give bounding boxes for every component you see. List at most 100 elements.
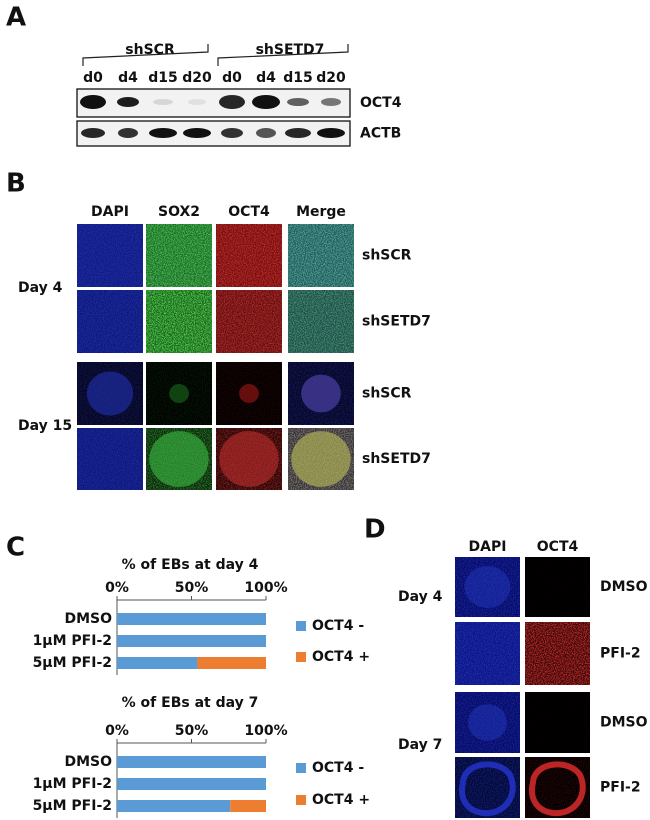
label: OCT4 + <box>312 792 370 808</box>
label: Day 4 <box>398 589 443 605</box>
label: OCT4 <box>360 95 402 111</box>
label: SOX2 <box>158 204 200 220</box>
legend-swatch <box>296 763 306 773</box>
label: ACTB <box>360 126 401 142</box>
label: d0 <box>83 70 103 86</box>
label: OCT4 - <box>312 618 364 634</box>
label: OCT4 <box>228 204 270 220</box>
label: PFI-2 <box>600 780 641 796</box>
micrograph-texture <box>288 362 354 425</box>
label: d15 <box>148 70 178 86</box>
micrograph-texture <box>146 224 212 287</box>
x-tick-label: 100% <box>244 580 287 596</box>
band <box>117 97 139 107</box>
label: shSETD7 <box>362 314 431 330</box>
band <box>183 128 211 138</box>
label: d4 <box>256 70 276 86</box>
category-label: 1µM PFI-2 <box>33 633 112 649</box>
category-label: 5µM PFI-2 <box>33 655 112 671</box>
legend-swatch <box>296 621 306 631</box>
micrograph-texture <box>525 757 590 818</box>
label: % of EBs at day 7 <box>122 695 259 711</box>
legend-swatch <box>296 795 306 805</box>
label: d15 <box>283 70 313 86</box>
micrograph-texture <box>146 362 212 425</box>
label: PFI-2 <box>600 646 641 662</box>
label: Day 15 <box>18 418 72 434</box>
category-label: 1µM PFI-2 <box>33 776 112 792</box>
label: Merge <box>296 204 346 220</box>
band <box>285 128 311 138</box>
category-label: 5µM PFI-2 <box>33 798 112 814</box>
label: d4 <box>118 70 138 86</box>
panel-label: C <box>6 533 25 563</box>
legend-swatch <box>296 652 306 662</box>
label: Day 7 <box>398 737 442 753</box>
band <box>221 128 243 138</box>
group-bracket <box>217 44 349 66</box>
x-tick-label: 50% <box>175 723 209 739</box>
label: % of EBs at day 4 <box>122 557 259 573</box>
micrograph-texture <box>525 692 590 753</box>
band <box>252 95 280 109</box>
micrograph-texture <box>216 428 282 490</box>
label: DMSO <box>600 579 648 595</box>
bar-segment <box>117 635 266 647</box>
micrograph-texture <box>288 290 354 353</box>
label: d0 <box>222 70 242 86</box>
band <box>188 99 206 105</box>
label: OCT4 + <box>312 649 370 665</box>
band <box>321 98 341 106</box>
micrograph-texture <box>77 362 143 425</box>
panel-label: A <box>6 3 26 33</box>
x-tick-label: 0% <box>105 580 129 596</box>
micrograph-texture <box>455 692 520 753</box>
label: DMSO <box>600 715 648 731</box>
label: OCT4 <box>537 539 579 555</box>
micrograph-texture <box>77 290 143 353</box>
category-label: DMSO <box>64 611 112 627</box>
micrograph-texture <box>455 757 520 818</box>
label: DAPI <box>469 539 507 555</box>
label: Day 4 <box>18 280 63 296</box>
micrograph-texture <box>288 428 354 490</box>
bar-segment <box>117 778 266 790</box>
x-tick-label: 100% <box>244 723 287 739</box>
band <box>153 99 173 105</box>
band <box>80 95 106 109</box>
x-tick-label: 50% <box>175 580 209 596</box>
band <box>287 98 309 106</box>
label: d20 <box>316 70 346 86</box>
panel-label: D <box>364 515 386 545</box>
x-tick-label: 0% <box>105 723 129 739</box>
micrograph-texture <box>146 428 212 490</box>
bar-segment <box>230 800 266 812</box>
micrograph-texture <box>525 557 590 617</box>
label: shSCR <box>362 386 412 402</box>
micrograph-texture <box>525 622 590 685</box>
micrograph-texture <box>216 362 282 425</box>
micrograph-texture <box>455 557 520 617</box>
band <box>256 128 276 138</box>
panel-label: B <box>6 169 26 199</box>
bar-segment <box>117 613 266 625</box>
bar-segment <box>117 800 231 812</box>
bar-segment <box>117 756 266 768</box>
micrograph-texture <box>216 224 282 287</box>
category-label: DMSO <box>64 754 112 770</box>
label: d20 <box>182 70 212 86</box>
micrograph-texture <box>77 428 143 490</box>
bar-segment <box>117 657 198 669</box>
micrograph-texture <box>455 622 520 685</box>
label: DAPI <box>91 204 129 220</box>
band <box>219 95 245 109</box>
bar-segment <box>197 657 266 669</box>
band <box>81 128 105 138</box>
micrograph-texture <box>288 224 354 287</box>
label: OCT4 - <box>312 760 364 776</box>
band <box>317 128 345 138</box>
micrograph-texture <box>146 290 212 353</box>
label: shSCR <box>362 248 412 264</box>
band <box>149 128 177 138</box>
